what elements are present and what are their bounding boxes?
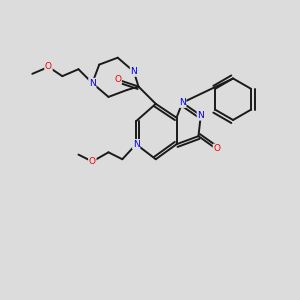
Text: O: O <box>89 157 96 166</box>
Text: N: N <box>197 111 204 120</box>
Text: N: N <box>133 140 140 149</box>
Text: N: N <box>89 79 96 88</box>
Text: N: N <box>130 67 137 76</box>
Text: N: N <box>179 98 186 107</box>
Text: O: O <box>45 62 52 71</box>
Text: O: O <box>213 144 220 153</box>
Text: O: O <box>114 75 121 84</box>
